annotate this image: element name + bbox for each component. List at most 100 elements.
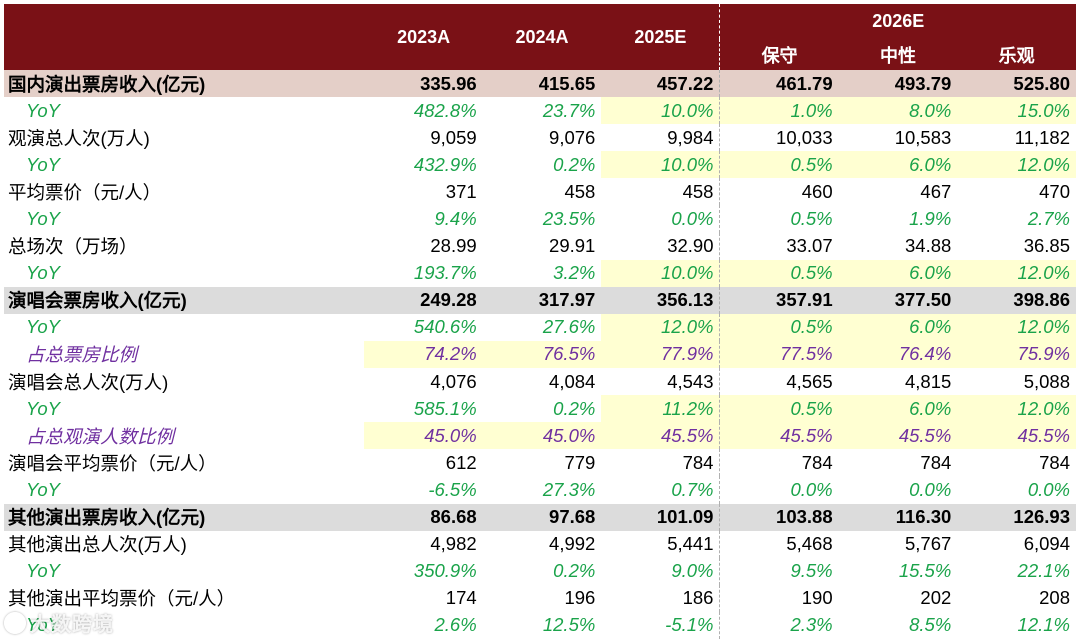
row-value-cell: 186 bbox=[682, 587, 714, 609]
row-value-cell: 15.5% bbox=[898, 560, 952, 582]
row-label: 演唱会平均票价（元/人） bbox=[8, 452, 217, 474]
row-value-cell: 12.0% bbox=[957, 259, 1076, 287]
row-value-cell: 12.5% bbox=[542, 614, 596, 636]
row-value-cell: 779 bbox=[564, 451, 596, 473]
row-value-cell: 15.0% bbox=[957, 97, 1076, 125]
row-label: YoY bbox=[26, 397, 60, 419]
header-blank-cell bbox=[4, 4, 365, 70]
row-value-cell: 467 bbox=[920, 180, 952, 202]
row-value-cell: 12.0% bbox=[957, 151, 1076, 179]
row-label: YoY bbox=[26, 478, 60, 500]
row-value-cell: 75.9% bbox=[957, 340, 1076, 369]
row-value-cell: 4,076 bbox=[430, 370, 477, 392]
table-row: 观演总人次(万人) 9,059 9,076 9,984 10,033 10,583 11,1… bbox=[4, 124, 1076, 152]
row-value-cell: 8.5% bbox=[909, 614, 952, 636]
row-value-cell: 6.0% bbox=[838, 395, 958, 423]
row-label: YoY bbox=[26, 99, 60, 121]
table-row: YoY 350.9% 0.2% 9.0% 9.5% 15.5% 22.1% bbox=[4, 557, 1076, 585]
row-value-cell: 784 bbox=[682, 451, 714, 473]
row-value-cell: 4,982 bbox=[430, 533, 477, 555]
row-value-cell: 4,565 bbox=[719, 368, 839, 396]
row-value-cell: 482.8% bbox=[413, 99, 477, 121]
row-value-cell: 32.90 bbox=[667, 235, 714, 257]
header-scenario-neutral: 中性 bbox=[838, 39, 958, 70]
row-value-cell: 76.4% bbox=[838, 340, 958, 369]
row-value-cell: 784 bbox=[719, 449, 839, 477]
row-value-cell: 9.0% bbox=[671, 560, 714, 582]
header-scenario-optimistic: 乐观 bbox=[957, 39, 1076, 70]
table-row: 演唱会平均票价（元/人） 612 779 784 784 784 784 bbox=[4, 449, 1076, 477]
row-value-cell: 461.79 bbox=[719, 70, 839, 98]
table-row: 其他演出平均票价（元/人） 174 196 186 190 202 208 bbox=[4, 584, 1076, 612]
row-value-cell: 23.5% bbox=[542, 208, 596, 230]
row-value-cell: 317.97 bbox=[482, 286, 602, 314]
table-row: 平均票价（元/人） 371 458 458 460 467 470 bbox=[4, 178, 1076, 206]
row-value-cell: 356.13 bbox=[601, 286, 720, 314]
table-row: 演唱会总人次(万人) 4,076 4,084 4,543 4,565 4,815 5,088 bbox=[4, 368, 1076, 396]
row-value-cell: 45.5% bbox=[719, 422, 839, 450]
row-value-cell: 116.30 bbox=[838, 503, 958, 531]
row-value-cell: 193.7% bbox=[413, 262, 477, 284]
row-value-cell: 12.1% bbox=[1017, 614, 1070, 636]
row-value-cell: 5,088 bbox=[1023, 370, 1070, 392]
row-value-cell: 3.2% bbox=[553, 262, 596, 284]
row-value-cell: 0.0% bbox=[719, 476, 839, 504]
row-value-cell: 10.0% bbox=[601, 97, 720, 125]
row-value-cell: 0.5% bbox=[719, 395, 839, 423]
row-value-cell: 202 bbox=[920, 587, 952, 609]
row-value-cell: 0.0% bbox=[671, 208, 714, 230]
row-value-cell: 34.88 bbox=[905, 235, 952, 257]
row-value-cell: 10,033 bbox=[719, 124, 839, 152]
row-value-cell: 45.5% bbox=[601, 422, 720, 450]
row-value-cell: 784 bbox=[1039, 451, 1070, 473]
row-value-cell: 0.0% bbox=[1027, 478, 1070, 500]
table-row: YoY 540.6% 27.6% 12.0% 0.5% 6.0% 12.0% bbox=[4, 313, 1076, 341]
row-label: YoY bbox=[26, 560, 60, 582]
table-row: 占总票房比例 74.2% 76.5% 77.9% 77.5% 76.4% 75.9% bbox=[4, 340, 1076, 369]
row-value-cell: -6.5% bbox=[428, 478, 477, 500]
header-year-2026: 2026E bbox=[719, 4, 1076, 39]
row-value-cell: 190 bbox=[719, 584, 839, 612]
row-value-cell: 208 bbox=[1039, 587, 1070, 609]
row-value-cell: 8.0% bbox=[838, 97, 958, 125]
row-value-cell: 784 bbox=[920, 451, 952, 473]
row-value-cell: 6.0% bbox=[838, 151, 958, 179]
table-row: 总场次（万场） 28.99 29.91 32.90 33.07 34.88 36.85 bbox=[4, 232, 1076, 260]
table-row: YoY -6.5% 27.3% 0.7% 0.0% 0.0% 0.0% bbox=[4, 476, 1076, 504]
row-value-cell: 29.91 bbox=[549, 235, 596, 257]
row-value-cell: 74.2% bbox=[364, 340, 483, 369]
row-label: 占总票房比例 bbox=[26, 344, 138, 366]
row-value-cell: 6.0% bbox=[838, 259, 958, 287]
table-row: YoY 585.1% 0.2% 11.2% 0.5% 6.0% 12.0% bbox=[4, 395, 1076, 423]
table-row: 其他演出票房收入(亿元) 86.68 97.68 101.09 103.88 116.30… bbox=[4, 503, 1076, 531]
row-value-cell: 6,094 bbox=[1023, 533, 1070, 555]
row-value-cell: 4,084 bbox=[549, 370, 596, 392]
row-value-cell: 45.5% bbox=[838, 422, 958, 450]
row-value-cell: 0.2% bbox=[553, 397, 596, 419]
row-label: 演唱会票房收入(亿元) bbox=[4, 286, 365, 314]
row-value-cell: 0.5% bbox=[719, 151, 839, 179]
row-value-cell: 357.91 bbox=[719, 286, 839, 314]
row-value-cell: 9,984 bbox=[667, 126, 714, 148]
table-row: YoY 432.9% 0.2% 10.0% 0.5% 6.0% 12.0% bbox=[4, 151, 1076, 179]
row-value-cell: 11,182 bbox=[1014, 126, 1070, 148]
row-value-cell: 0.2% bbox=[553, 560, 596, 582]
row-value-cell: 1.9% bbox=[909, 208, 952, 230]
row-label: YoY bbox=[26, 614, 60, 636]
table-row: 占总观演人数比例 45.0% 45.0% 45.5% 45.5% 45.5% 45.5% bbox=[4, 422, 1076, 450]
row-value-cell: 11.2% bbox=[601, 395, 720, 423]
row-label: 其他演出总人次(万人) bbox=[8, 534, 187, 556]
row-value-cell: 9.4% bbox=[434, 208, 477, 230]
row-value-cell: 2.3% bbox=[719, 611, 839, 639]
row-value-cell: 1.0% bbox=[719, 97, 839, 125]
row-value-cell: 0.2% bbox=[553, 153, 596, 175]
row-value-cell: 4,992 bbox=[549, 533, 596, 555]
row-label: YoY bbox=[26, 262, 60, 284]
row-value-cell: 196 bbox=[564, 587, 596, 609]
table-row: 国内演出票房收入(亿元) 335.96 415.65 457.22 461.79 493.… bbox=[4, 70, 1076, 98]
table-row: YoY 482.8% 23.7% 10.0% 1.0% 8.0% 15.0% bbox=[4, 97, 1076, 125]
performance-box-office-forecast-table: 2023A 2024A 2025E 2026E 保守 中性 乐观 国内演出票房收… bbox=[4, 4, 1076, 639]
row-value-cell: 45.0% bbox=[482, 422, 602, 450]
header-year-2023: 2023A bbox=[364, 4, 483, 70]
row-value-cell: 350.9% bbox=[413, 560, 477, 582]
